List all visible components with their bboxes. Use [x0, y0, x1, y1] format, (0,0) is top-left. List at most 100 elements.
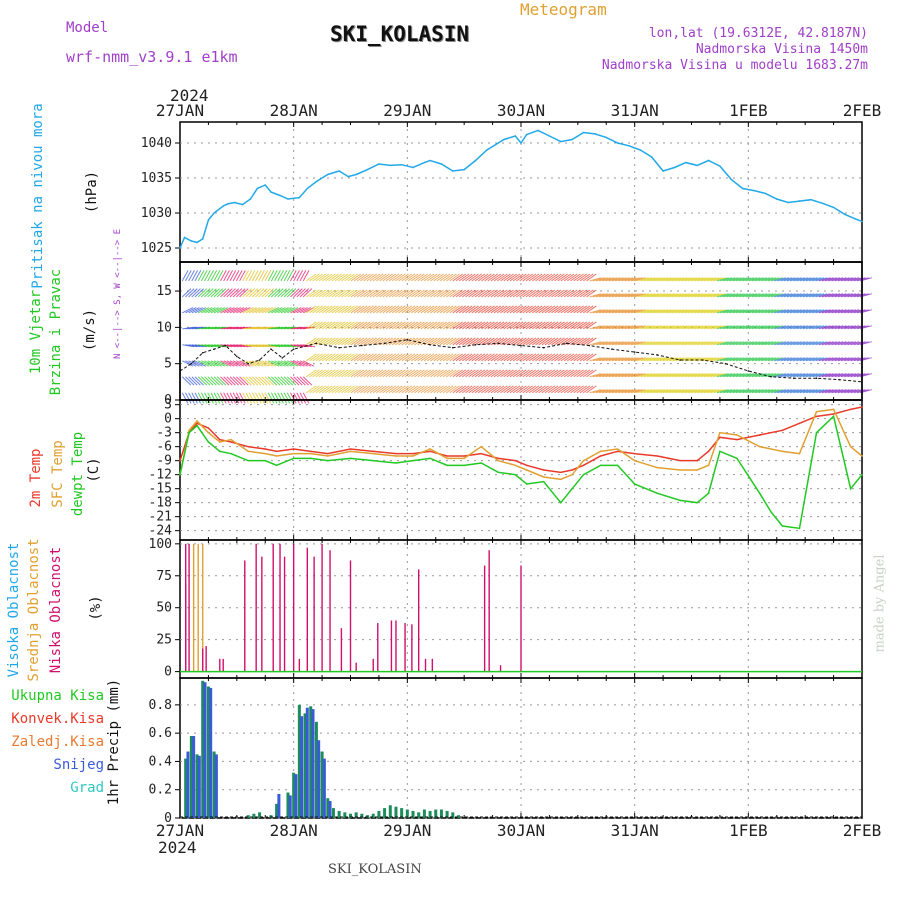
data-point: [514, 464, 517, 467]
wind-barb: [573, 369, 584, 378]
wind-barb: [774, 373, 786, 378]
wind-barb: [716, 373, 729, 378]
wind-barb: [268, 344, 281, 348]
wind-barb: [716, 293, 729, 298]
wind-barb: [675, 277, 688, 282]
data-point: [480, 452, 483, 455]
wind-barb: [458, 273, 470, 282]
wind-barb: [535, 353, 546, 362]
wind-barb: [595, 341, 608, 346]
wind-barb: [197, 392, 205, 404]
wind-barb: [573, 321, 584, 330]
wind-barb: [271, 307, 283, 314]
data-point: [264, 448, 267, 450]
wind-barb: [720, 357, 732, 362]
wind-barb: [802, 309, 815, 314]
wind-barb: [761, 309, 774, 314]
wind-barb: [216, 392, 224, 404]
wind-barb: [267, 392, 275, 404]
wind-barb: [452, 273, 463, 282]
wind-barb: [805, 293, 818, 298]
wind-barb: [557, 385, 568, 394]
wind-barb: [210, 270, 218, 282]
wind-barb: [232, 307, 245, 314]
wind-barb: [379, 353, 390, 362]
wind-barb: [376, 369, 387, 378]
wind-barb: [675, 341, 688, 346]
wind-barb: [643, 277, 656, 282]
wind-barb: [484, 369, 495, 378]
data-point: [559, 501, 562, 504]
data-point: [366, 168, 369, 171]
wind-barb: [392, 273, 403, 282]
wind-barb: [589, 357, 602, 362]
wind-barb: [764, 389, 777, 394]
wind-barb: [277, 376, 287, 386]
wind-barb: [462, 273, 473, 282]
data-point: [412, 166, 414, 169]
wind-barb: [191, 376, 201, 386]
wind-barb: [821, 293, 834, 298]
wind-barb: [264, 360, 276, 367]
wind-barb: [277, 392, 284, 404]
y-tick-label-precip: 0.2: [149, 783, 172, 798]
wind-barb: [767, 389, 780, 394]
wind-barb: [818, 357, 831, 362]
data-point: [429, 159, 431, 162]
wind-barb: [793, 277, 806, 282]
wind-barb: [669, 357, 681, 362]
wind-barb: [748, 341, 761, 346]
wind-barb: [844, 357, 856, 362]
data-point: [247, 459, 249, 462]
wind-barb: [796, 373, 809, 378]
wind-barb: [439, 289, 451, 298]
wind-barb: [602, 357, 615, 362]
bar-precip-1: [328, 801, 332, 818]
wind-barb: [277, 360, 289, 367]
wind-barb: [770, 341, 783, 346]
data-point: [514, 473, 517, 476]
bar-cloud-2: [488, 550, 490, 672]
wind-barb: [449, 273, 460, 282]
wind-barb: [796, 309, 809, 314]
data-point: [548, 135, 551, 137]
data-point: [542, 346, 545, 349]
wind-barb: [630, 309, 643, 314]
bar-precip-0: [314, 721, 318, 818]
wind-barb: [337, 321, 349, 330]
wind-barb: [840, 325, 853, 330]
wind-barb: [477, 337, 489, 346]
wind-barb: [344, 273, 355, 282]
wind-barb: [392, 337, 403, 346]
wind-barb: [662, 277, 675, 282]
wind-barb: [357, 337, 368, 346]
bar-precip-1: [186, 751, 190, 818]
wind-barb: [274, 270, 281, 282]
wind-barb: [611, 373, 624, 378]
wind-barb: [376, 273, 387, 282]
wind-barb: [528, 305, 540, 314]
bar-precip-0: [275, 803, 279, 818]
wind-barb: [401, 369, 412, 378]
wind-barb: [251, 270, 259, 282]
data-point: [179, 473, 181, 476]
wind-barb: [337, 337, 349, 346]
wind-barb: [414, 385, 425, 394]
wind-barb: [481, 353, 492, 362]
wind-barb: [442, 385, 454, 394]
wind-barb: [720, 325, 732, 330]
wind-barb: [755, 389, 767, 394]
wind-barb: [761, 373, 774, 378]
bar-precip-0: [349, 813, 352, 818]
wind-barb: [796, 293, 809, 298]
wind-barb: [249, 344, 262, 348]
bar-precip-0: [212, 751, 216, 818]
wind-barb: [688, 293, 701, 298]
data-point: [222, 205, 224, 207]
wind-barb: [468, 385, 479, 394]
wind-barb: [185, 270, 192, 282]
wind-barb: [805, 341, 818, 346]
wind-barb: [720, 293, 732, 298]
wind-barb: [653, 373, 666, 378]
wind-barb: [614, 341, 627, 346]
